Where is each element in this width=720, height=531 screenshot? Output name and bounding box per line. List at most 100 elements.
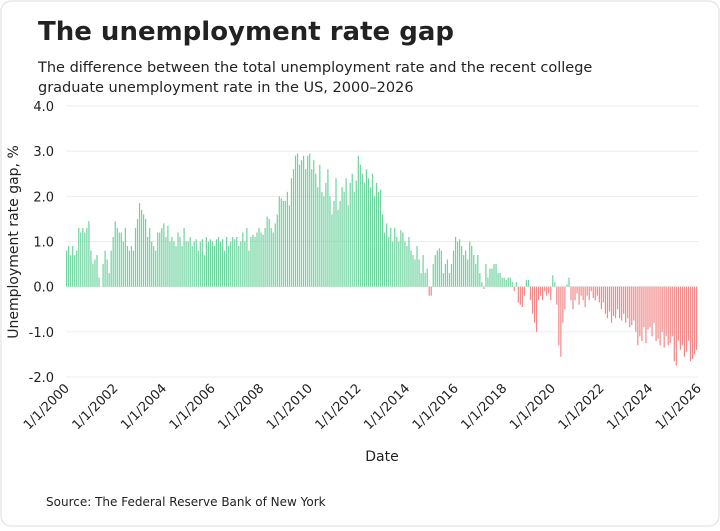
bar <box>209 239 212 287</box>
bar <box>663 286 665 348</box>
bar <box>290 178 293 287</box>
bar <box>683 286 686 357</box>
bar <box>132 250 135 287</box>
bar <box>305 169 307 287</box>
bar <box>130 246 133 287</box>
bar <box>203 255 205 287</box>
bar <box>637 286 639 346</box>
bar <box>74 255 76 287</box>
bar <box>412 255 414 287</box>
y-tick-label: 4.0 <box>33 100 54 115</box>
bar <box>327 169 329 287</box>
bar <box>169 241 171 287</box>
bar <box>596 286 598 296</box>
bar <box>647 286 649 330</box>
bar <box>649 286 651 328</box>
y-tick-label: -1.0 <box>29 326 54 341</box>
bar <box>369 187 372 287</box>
bar <box>355 180 357 287</box>
bar <box>357 155 359 287</box>
bar <box>533 286 536 323</box>
bar <box>226 236 228 287</box>
bar <box>242 232 244 287</box>
bar <box>211 241 214 287</box>
bar <box>438 248 440 287</box>
bar <box>215 239 218 287</box>
y-tick-label: 1.0 <box>33 236 54 251</box>
bar <box>248 250 250 287</box>
bar <box>501 277 503 287</box>
bar <box>418 259 420 287</box>
bar <box>540 286 542 296</box>
bar <box>594 286 596 301</box>
bar <box>404 241 406 287</box>
bar <box>189 236 191 287</box>
bar <box>321 191 323 287</box>
bar <box>537 286 540 301</box>
bar <box>240 241 242 287</box>
bar <box>665 286 667 337</box>
bar <box>426 268 428 287</box>
bar <box>122 241 124 287</box>
bar <box>590 286 592 292</box>
bar <box>197 250 199 287</box>
bar <box>80 232 82 287</box>
bar <box>556 286 558 305</box>
bar <box>98 277 100 287</box>
bar <box>564 286 566 310</box>
bar <box>578 286 580 305</box>
bar <box>124 227 126 287</box>
bar <box>359 164 361 287</box>
bar <box>120 232 122 287</box>
bar <box>201 239 203 287</box>
bar <box>544 286 546 292</box>
bar <box>653 286 655 323</box>
x-axis-title: Date <box>365 449 398 465</box>
bar <box>475 264 477 287</box>
bar <box>238 246 240 287</box>
bar <box>493 264 495 287</box>
bar <box>420 273 422 287</box>
bar <box>529 286 532 301</box>
bar <box>495 264 497 287</box>
bar <box>621 286 623 321</box>
bar <box>679 286 681 350</box>
bar <box>325 182 327 287</box>
bar <box>657 286 659 339</box>
bar <box>268 218 270 287</box>
bar <box>592 286 594 298</box>
bar <box>296 153 299 287</box>
bar <box>481 282 483 287</box>
bar <box>379 189 382 287</box>
bar <box>153 246 155 287</box>
bar <box>446 259 449 287</box>
bar <box>167 225 169 287</box>
bar <box>651 286 653 337</box>
bar <box>424 273 426 287</box>
bar <box>234 239 236 287</box>
bar <box>523 286 526 296</box>
bar <box>207 241 210 287</box>
bar <box>572 286 574 310</box>
bar <box>159 232 161 287</box>
bar <box>246 227 248 287</box>
bar <box>675 286 677 366</box>
bar <box>136 218 139 287</box>
bar <box>432 264 434 287</box>
bar <box>511 282 513 287</box>
bar <box>353 191 355 287</box>
bar <box>627 286 629 319</box>
bar <box>410 250 412 287</box>
chart-subtitle: The difference between the total unemplo… <box>37 60 592 76</box>
bar <box>317 187 319 287</box>
bar <box>86 227 88 287</box>
bar <box>147 236 149 287</box>
bar <box>183 227 185 287</box>
bar <box>521 286 523 307</box>
bar <box>217 236 220 287</box>
bar <box>349 182 351 287</box>
bar <box>219 241 222 287</box>
bar <box>450 264 453 287</box>
bar <box>560 286 562 357</box>
